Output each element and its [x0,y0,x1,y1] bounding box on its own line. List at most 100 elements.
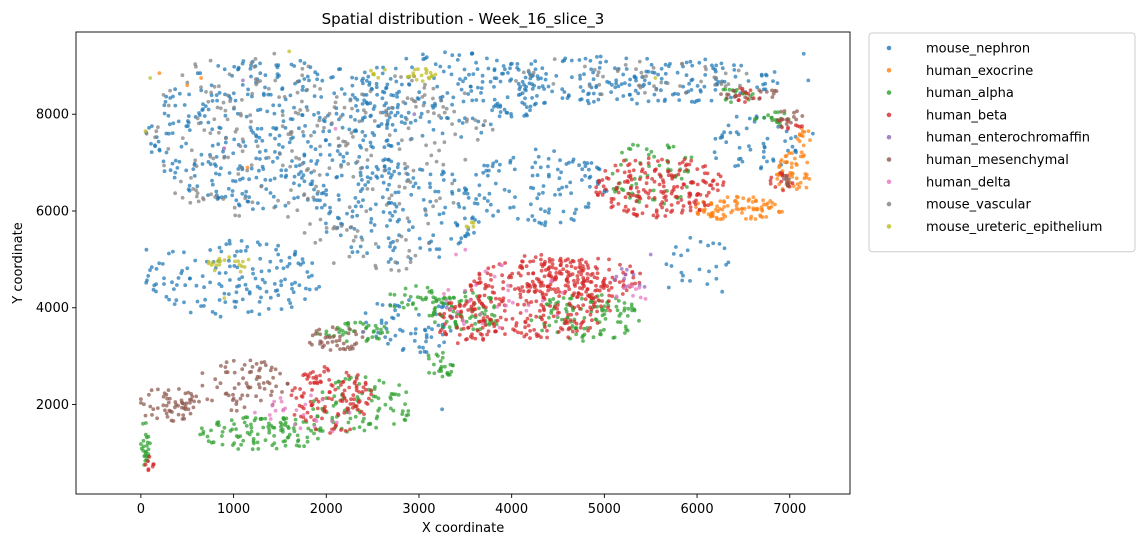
legend-label: human_enterochromaffin [926,131,1090,146]
data-point [287,261,292,266]
data-point [441,162,446,167]
data-point [481,338,485,342]
data-point [483,308,488,313]
data-point [449,237,454,241]
data-point [381,210,386,214]
data-point [249,309,254,314]
data-point [396,162,401,167]
data-point [270,403,275,408]
data-point [459,135,464,139]
data-point [578,76,582,81]
data-point [547,174,551,179]
y-tick-label: 6000 [36,204,69,219]
data-point [616,320,620,324]
data-point [492,274,497,279]
data-point [501,296,506,301]
data-point [312,169,316,173]
data-point [485,332,489,337]
data-point [160,262,165,266]
legend-box [868,32,1136,253]
data-point [306,275,311,279]
data-point [222,155,227,160]
data-point [431,300,435,305]
data-point [648,252,653,257]
data-point [214,263,219,268]
data-point [586,205,591,209]
data-point [166,400,171,405]
data-point [475,67,480,71]
data-point [153,135,157,140]
data-point [688,208,693,213]
data-point [301,130,305,134]
data-point [269,365,274,370]
data-point [258,256,263,261]
data-point [603,317,608,321]
data-point [266,155,271,160]
data-point [401,207,405,212]
data-point [255,144,260,149]
data-point [279,283,284,288]
data-point [444,298,449,303]
data-point [395,238,400,243]
data-point [597,82,602,87]
data-point [616,181,621,186]
data-point [771,79,775,83]
data-point [382,168,387,173]
data-point [531,271,535,276]
data-point [551,314,556,319]
data-point [501,280,506,284]
data-point [215,105,220,110]
data-point [469,89,474,93]
data-point [680,185,684,190]
data-point [297,126,301,131]
x-tick-label: 2000 [310,502,343,517]
data-point [471,224,476,229]
data-point [570,258,575,263]
data-point [413,181,418,186]
data-point [274,384,278,389]
data-point [392,422,396,426]
data-point [714,276,719,281]
data-point [312,94,317,98]
data-point [292,181,296,186]
data-point [316,111,321,115]
data-point [229,418,234,423]
data-point [315,414,320,419]
data-point [372,387,377,391]
data-point [141,421,145,426]
data-point [287,140,292,145]
data-point [614,187,619,192]
data-point [453,221,458,225]
data-point [535,173,540,178]
data-point [252,441,256,446]
data-point [811,131,815,136]
data-point [334,111,339,116]
data-point [279,399,284,404]
data-point [294,396,299,400]
data-point [327,211,331,216]
data-point [255,440,260,445]
data-point [347,327,352,331]
data-point [601,74,605,79]
data-point [481,123,486,127]
data-point [298,426,303,431]
data-point [670,92,675,97]
data-point [519,331,524,335]
data-point [155,406,160,410]
data-point [424,339,428,344]
data-point [651,66,656,70]
data-point [455,325,460,330]
data-point [645,56,649,61]
data-point [676,200,680,205]
data-point [469,288,474,292]
data-point [232,105,237,110]
data-point [139,442,143,446]
data-point [383,402,388,407]
data-point [397,383,402,387]
data-point [472,230,476,235]
data-point [272,51,277,56]
data-point [196,199,201,204]
data-point [291,426,296,431]
data-point [437,212,442,217]
data-point [505,111,510,115]
